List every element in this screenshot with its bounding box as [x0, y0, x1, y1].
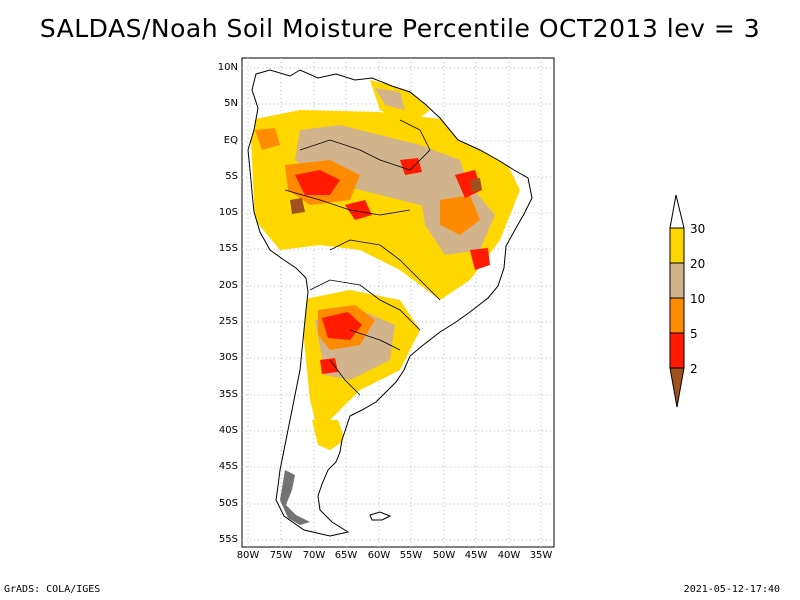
lon-label-65w: 65W	[334, 550, 358, 561]
lat-label-15s: 15S	[218, 243, 238, 254]
lat-label-10s: 10S	[218, 207, 238, 218]
lat-label-25s: 25S	[218, 316, 238, 327]
lat-label-30s: 30S	[218, 352, 238, 363]
lat-label-5s: 5S	[225, 171, 238, 182]
lat-label-10n: 10N	[217, 62, 238, 73]
lat-label-35s: 35S	[218, 389, 238, 400]
footer-credit: GrADS: COLA/IGES	[4, 584, 101, 595]
colorbar-segment-2-5	[669, 332, 685, 369]
lat-label-50s: 50S	[218, 498, 238, 509]
lon-label-80w: 80W	[236, 550, 260, 561]
lon-label-50w: 50W	[432, 550, 456, 561]
map-title: SALDAS/Noah Soil Moisture Percentile OCT…	[39, 14, 761, 43]
lat-label-55s: 55S	[218, 534, 238, 545]
lat-label-20s: 20S	[218, 280, 238, 291]
lon-label-45w: 45W	[464, 550, 488, 561]
lon-label-70w: 70W	[302, 550, 326, 561]
lat-label-40s: 40S	[218, 425, 238, 436]
lon-label-55w: 55W	[399, 550, 423, 561]
colorbar-label-30: 30	[690, 222, 706, 236]
percentile-shading	[250, 80, 520, 450]
colorbar-segment-10-20	[669, 262, 685, 299]
colorbar-label-20: 20	[690, 257, 706, 271]
country-borders	[284, 119, 441, 396]
colorbar-label-2: 2	[690, 362, 698, 376]
lon-label-40w: 40W	[497, 550, 521, 561]
footer-timestamp: 2021-05-12-17:40	[683, 584, 780, 595]
coastline	[247, 69, 533, 537]
lat-label-45s: 45S	[218, 461, 238, 472]
lon-label-60w: 60W	[367, 550, 391, 561]
southern-islands	[280, 470, 310, 525]
colorbar-segment-20-30	[669, 227, 685, 264]
lon-label-75w: 75W	[269, 550, 293, 561]
colorbar	[669, 194, 685, 408]
falkland-islands	[369, 511, 392, 521]
colorbar-segment-5-10	[669, 297, 685, 334]
colorbar-arrow-top	[669, 194, 685, 229]
lat-label-5n: 5N	[224, 98, 238, 109]
lon-label-35w: 35W	[529, 550, 553, 561]
colorbar-label-5: 5	[690, 327, 698, 341]
lat-label-eq: EQ	[223, 135, 238, 146]
colorbar-label-10: 10	[690, 292, 706, 306]
colorbar-arrow-bottom	[669, 367, 685, 408]
